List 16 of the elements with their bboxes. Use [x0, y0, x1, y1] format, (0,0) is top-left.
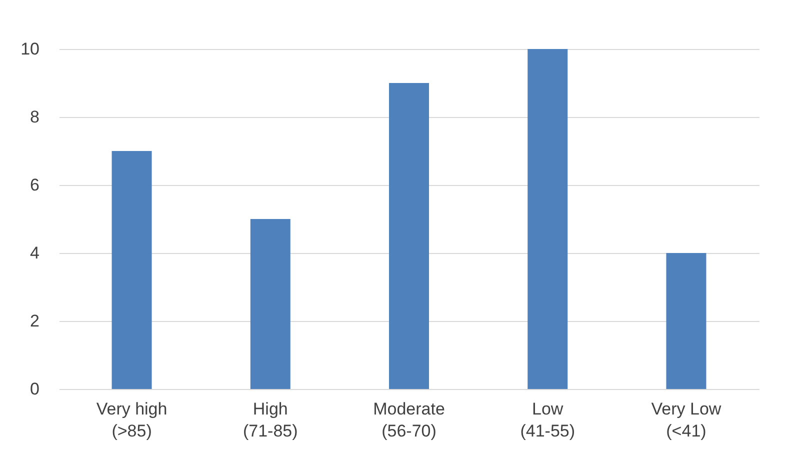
x-tick-label: Very Low (<41) [651, 400, 722, 440]
y-tick-label: 0 [30, 380, 40, 398]
x-tick-label: Very high (>85) [96, 400, 168, 440]
x-tick-label: Low (41-55) [520, 400, 576, 440]
y-tick-label: 10 [20, 40, 40, 58]
y-tick-label: 2 [30, 312, 40, 330]
bar [528, 49, 568, 389]
y-tick-label: 4 [30, 244, 40, 262]
x-tick-label: Moderate (56-70) [373, 400, 445, 440]
bar [250, 219, 290, 389]
bar [666, 253, 706, 389]
x-tick-label: High (71-85) [242, 400, 298, 440]
y-tick-label: 6 [30, 176, 40, 194]
bar [389, 83, 429, 389]
y-tick-label: 8 [30, 108, 40, 126]
bar [112, 151, 152, 389]
